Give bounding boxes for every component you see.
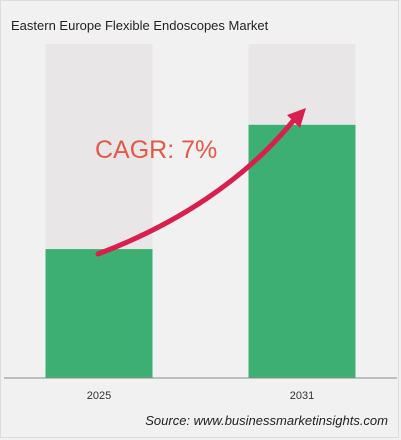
bars: [45, 124, 356, 378]
bar-2031: [248, 124, 356, 378]
x-tick-label-2031: 2031: [290, 390, 314, 402]
x-tick-label-2025: 2025: [87, 390, 111, 402]
x-axis-ticks: 2025 2031: [87, 390, 314, 402]
chart-title: Eastern Europe Flexible Endoscopes Marke…: [11, 18, 269, 33]
cagr-arrow: [95, 108, 306, 257]
cagr-arrow-head: [287, 108, 306, 128]
cagr-label: CAGR: 7%: [95, 136, 218, 164]
bar-2025: [45, 249, 153, 378]
cagr-arrow-curve: [95, 118, 296, 257]
source-label: Source: www.businessmarketinsights.com: [145, 413, 388, 428]
